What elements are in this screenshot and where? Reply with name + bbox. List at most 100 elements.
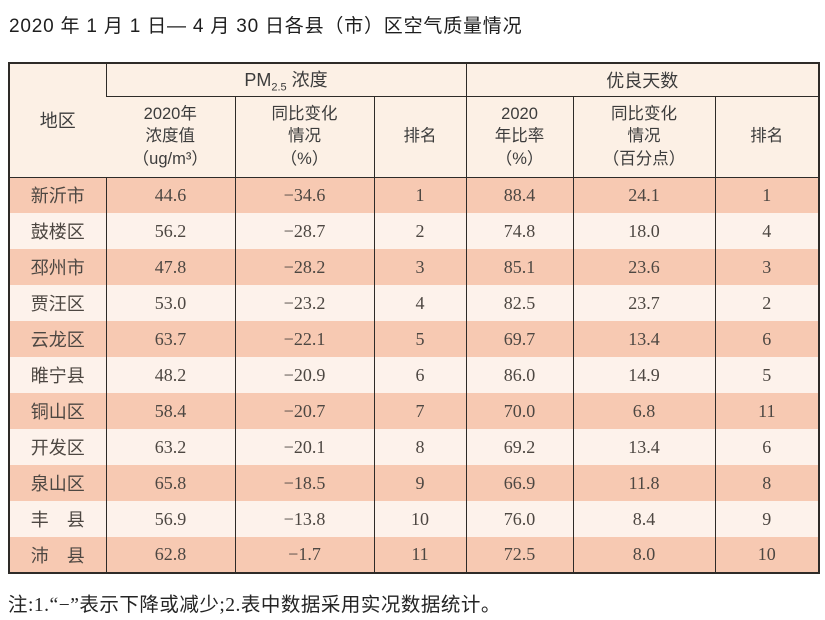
col-header-pm-value: 2020年 浓度值 （ug/m³） [106,96,235,178]
pm-change-cell: −13.8 [234,501,374,537]
pm-value-cell: 56.2 [105,213,235,249]
region-cell: 鼓楼区 [9,213,106,249]
gd-ratio-cell: 66.9 [465,465,574,501]
pm-change-cell: −18.5 [234,465,374,501]
gd-ratio-cell: 86.0 [465,357,574,393]
pm-value-cell: 47.8 [105,249,235,285]
table-row: 新沂市 44.6 −34.6 1 88.4 24.1 1 [9,177,820,213]
col-header-region: 地区 [9,63,106,178]
gd-ratio-cell: 72.5 [465,537,574,573]
pm-rank-cell: 11 [373,537,467,573]
pm-change-cell: −20.9 [234,357,374,393]
gd-ratio-cell: 74.8 [465,213,574,249]
pm-value-cell: 63.7 [105,321,235,357]
pm-value-cell: 63.2 [105,429,235,465]
pm-change-cell: −23.2 [234,285,374,321]
pm-change-cell: −1.7 [234,537,374,573]
gd-ratio-cell: 88.4 [465,177,574,213]
gd-change-cell: 23.7 [572,285,716,321]
region-cell: 贾汪区 [9,285,106,321]
gd-rank-cell: 2 [714,285,820,321]
table-row: 丰 县 56.9 −13.8 10 76.0 8.4 9 [9,501,820,537]
pm-change-cell: −20.1 [234,429,374,465]
footnote: 注:1.“−”表示下降或减少;2.表中数据采用实况数据统计。 [8,595,501,616]
pm-value-cell: 62.8 [105,537,235,573]
air-quality-table: 地区 PM2.5 浓度 优良天数 2020年 浓度值 （ug/m³） 同比变化 … [8,62,821,574]
table-row: 泉山区 65.8 −18.5 9 66.9 11.8 8 [9,465,820,501]
pm-rank-cell: 3 [373,249,467,285]
table-row: 贾汪区 53.0 −23.2 4 82.5 23.7 2 [9,285,820,321]
gd-rank-cell: 4 [714,213,820,249]
region-cell: 邳州市 [9,249,106,285]
gd-rank-cell: 10 [714,537,820,573]
gd-rank-cell: 5 [714,357,820,393]
pm-rank-cell: 1 [373,177,467,213]
pm-rank-cell: 2 [373,213,467,249]
pm-value-cell: 48.2 [105,357,235,393]
gd-change-cell: 13.4 [572,429,716,465]
table-body: 新沂市 44.6 −34.6 1 88.4 24.1 1 鼓楼区 56.2 −2… [9,177,820,573]
pm-change-cell: −20.7 [234,393,374,429]
gd-rank-cell: 8 [714,465,820,501]
col-group-good-days: 优良天数 [465,63,820,97]
gd-rank-cell: 6 [714,321,820,357]
table-row: 沛 县 62.8 −1.7 11 72.5 8.0 10 [9,537,820,573]
gd-change-cell: 8.4 [572,501,716,537]
pm-rank-cell: 9 [373,465,467,501]
col-header-gd-change: 同比变化 情况 （百分点） [572,96,716,178]
header-sub-row: 2020年 浓度值 （ug/m³） 同比变化 情况 （%） 排名 2020 年比… [9,96,820,178]
gd-change-cell: 6.8 [572,393,716,429]
gd-ratio-cell: 69.7 [465,321,574,357]
pm-value-cell: 56.9 [105,501,235,537]
col-group-pm25: PM2.5 浓度 [105,63,467,97]
gd-change-cell: 8.0 [572,537,716,573]
pm25-label-suffix: 浓度 [286,69,328,90]
table-row: 睢宁县 48.2 −20.9 6 86.0 14.9 5 [9,357,820,393]
gd-change-cell: 11.8 [572,465,716,501]
pm-change-cell: −34.6 [234,177,374,213]
region-cell: 睢宁县 [9,357,106,393]
pm-rank-cell: 7 [373,393,467,429]
gd-change-cell: 24.1 [572,177,716,213]
pm-rank-cell: 4 [373,285,467,321]
gd-rank-cell: 6 [714,429,820,465]
gd-ratio-cell: 85.1 [465,249,574,285]
gd-rank-cell: 9 [714,501,820,537]
table-row: 开发区 63.2 −20.1 8 69.2 13.4 6 [9,429,820,465]
gd-ratio-cell: 76.0 [465,501,574,537]
pm-change-cell: −28.7 [234,213,374,249]
pm-rank-cell: 8 [373,429,467,465]
col-header-pm-rank: 排名 [373,96,467,178]
table-row: 鼓楼区 56.2 −28.7 2 74.8 18.0 4 [9,213,820,249]
table-header: 地区 PM2.5 浓度 优良天数 2020年 浓度值 （ug/m³） 同比变化 … [9,63,820,178]
gd-ratio-cell: 69.2 [465,429,574,465]
gd-rank-cell: 11 [714,393,820,429]
region-cell: 新沂市 [9,177,106,213]
col-header-gd-ratio: 2020 年比率 （%） [465,96,574,178]
pm-change-cell: −28.2 [234,249,374,285]
col-header-pm-change: 同比变化 情况 （%） [234,96,374,178]
pm-value-cell: 44.6 [105,177,235,213]
pm-rank-cell: 6 [373,357,467,393]
pm-value-cell: 65.8 [105,465,235,501]
gd-ratio-cell: 82.5 [465,285,574,321]
region-cell: 丰 县 [9,501,106,537]
region-cell: 开发区 [9,429,106,465]
col-header-gd-rank: 排名 [714,96,820,178]
region-cell: 泉山区 [9,465,106,501]
table-row: 铜山区 58.4 −20.7 7 70.0 6.8 11 [9,393,820,429]
gd-change-cell: 18.0 [572,213,716,249]
table-row: 邳州市 47.8 −28.2 3 85.1 23.6 3 [9,249,820,285]
pm25-label-prefix: PM [244,69,272,90]
pm25-subscript: 2.5 [271,81,287,94]
pm-value-cell: 58.4 [105,393,235,429]
pm-change-cell: −22.1 [234,321,374,357]
pm-value-cell: 53.0 [105,285,235,321]
pm-rank-cell: 10 [373,501,467,537]
gd-ratio-cell: 70.0 [465,393,574,429]
header-group-row: 地区 PM2.5 浓度 优良天数 [9,63,820,178]
gd-rank-cell: 3 [714,249,820,285]
gd-change-cell: 23.6 [572,249,716,285]
gd-change-cell: 14.9 [572,357,716,393]
pm-rank-cell: 5 [373,321,467,357]
